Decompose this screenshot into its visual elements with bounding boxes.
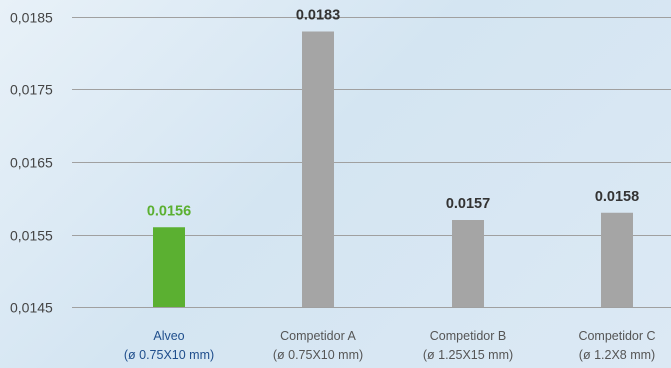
y-tick-label: 0,0145 (10, 300, 53, 316)
data-label: 0.0156 (147, 203, 191, 219)
data-labels: 0.0156 0.0183 0.0157 0.0158 (147, 8, 639, 220)
category-detail-label: (ø 1.25X15 mm) (423, 348, 513, 362)
y-axis-tick-labels: 0,0185 0,0175 0,0165 0,0155 0,0145 (10, 10, 53, 316)
bars (153, 31, 633, 307)
data-label: 0.0183 (296, 8, 340, 24)
data-label: 0.0157 (446, 196, 490, 212)
bar (452, 220, 484, 307)
category-labels: Alveo (ø 0.75X10 mm) Competidor A (ø 0.75X1… (124, 329, 656, 362)
bar (601, 212, 633, 307)
category-detail-label: (ø 0.75X10 mm) (273, 348, 363, 362)
category-label: Competidor B (430, 329, 506, 343)
category-label: Competidor A (280, 329, 356, 343)
category-detail-label: (ø 1.2X8 mm) (579, 348, 655, 362)
category-detail-label: (ø 0.75X10 mm) (124, 348, 214, 362)
bar (302, 31, 334, 307)
y-tick-label: 0,0175 (10, 82, 53, 98)
category-label: Competidor C (578, 329, 655, 343)
y-tick-label: 0,0155 (10, 228, 53, 244)
data-label: 0.0158 (595, 189, 639, 205)
y-tick-label: 0,0185 (10, 10, 53, 26)
y-tick-label: 0,0165 (10, 155, 53, 171)
category-label: Alveo (153, 329, 184, 343)
bar (153, 227, 185, 307)
